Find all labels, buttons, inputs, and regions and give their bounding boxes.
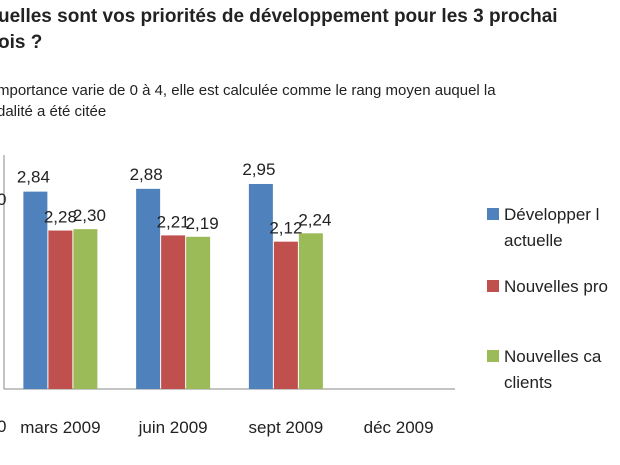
data-label: 2,21 [157,212,190,231]
data-label: 2,28 [44,208,77,227]
data-label: 2,95 [242,160,275,179]
data-label: 2,12 [269,219,302,238]
bar [73,229,98,389]
legend-label: clients [504,373,552,392]
legend-label: Développer l [504,205,599,224]
chart-title: uelles sont vos priorités de développeme… [0,4,620,56]
y-axis-tick-label: 0 [0,190,6,209]
data-label: 2,24 [298,210,331,229]
bar [161,235,186,389]
bar [136,188,161,389]
bar [273,241,298,389]
chart-subtitle-line-2: dalité a été citée [0,103,107,120]
x-tick-label: juin 2009 [138,418,208,437]
bar [48,230,73,389]
chart-subtitle: mportance varie de 0 à 4, elle est calcu… [0,80,620,122]
chart-title-line-2: ois ? [0,32,43,53]
legend-swatch [487,280,499,292]
chart-subtitle-line-1: mportance varie de 0 à 4, elle est calcu… [0,82,496,99]
data-label: 2,88 [130,165,163,184]
legend-label: actuelle [504,231,563,250]
x-tick-label: sept 2009 [249,418,324,437]
legend: Développer l actuelle Nouvelles pro Nouvell… [487,205,608,392]
legend-label: Nouvelles ca [504,347,602,366]
legend-label: Nouvelles pro [504,277,608,296]
bar [23,191,48,389]
plot-area: 0 0 2,84 2,282,30 mars 2009 2,88 2,212,19 juin … [0,155,455,437]
bar [186,236,211,389]
data-label: 2,19 [186,214,219,233]
data-label: 2,84 [17,168,50,187]
x-tick-label: déc 2009 [364,418,434,437]
bar [298,233,323,389]
chart-title-line-1: uelles sont vos priorités de développeme… [0,6,558,27]
bar [248,183,273,389]
data-label: 2,30 [73,206,106,225]
legend-swatch [487,208,499,220]
legend-swatch [487,350,499,362]
y-axis-tick-label: 0 [0,417,6,436]
x-tick-label: mars 2009 [20,418,100,437]
